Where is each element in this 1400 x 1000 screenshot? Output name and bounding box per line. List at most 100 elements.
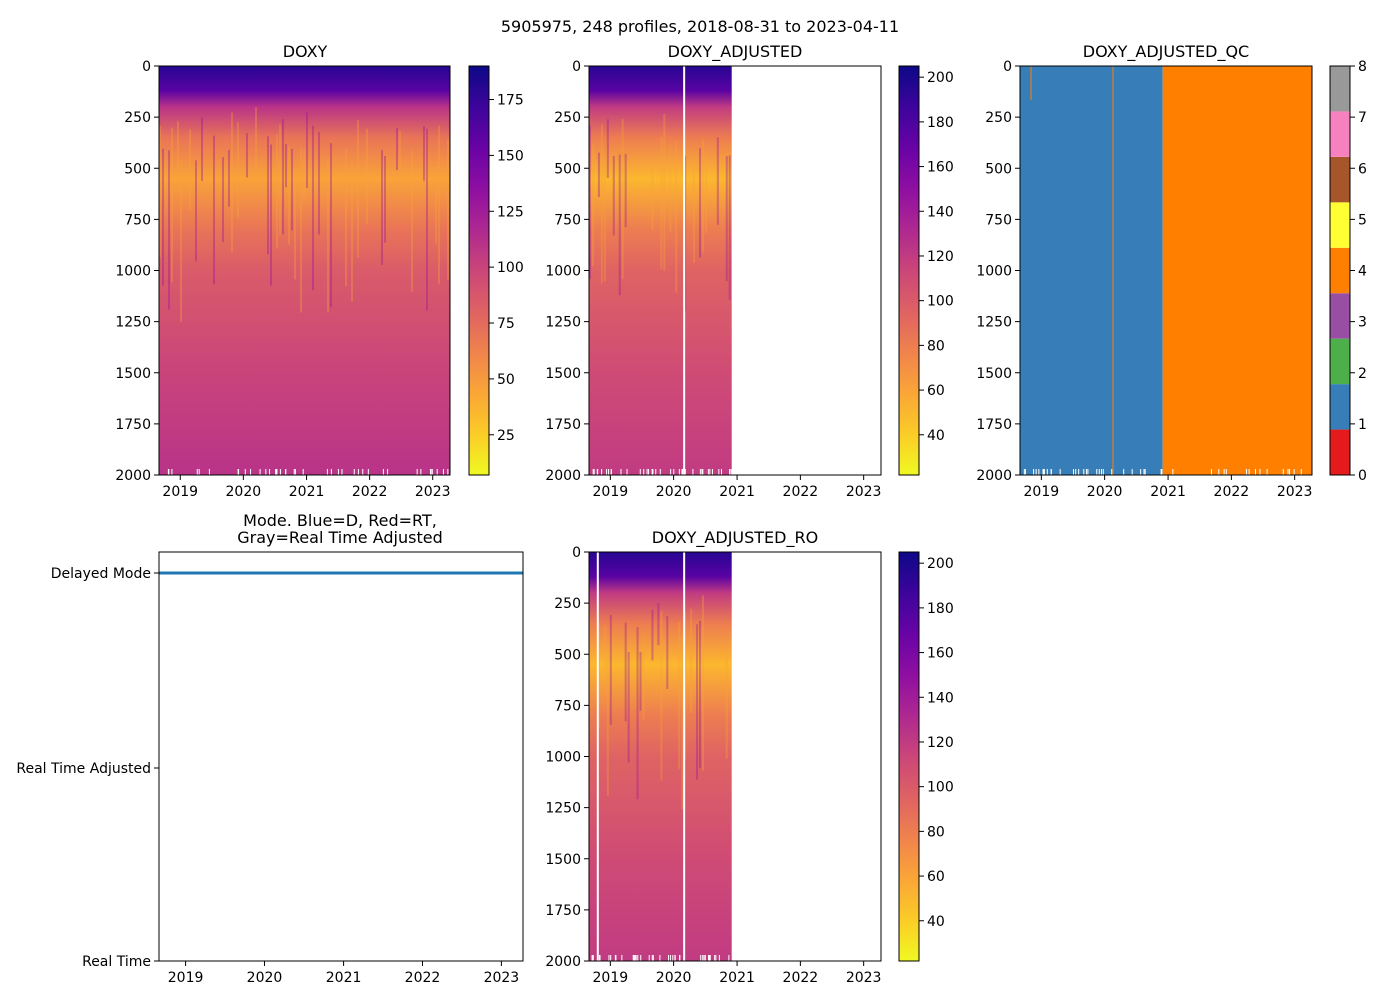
bottom-notch [681, 469, 683, 475]
bottom-notch [259, 469, 261, 475]
x-tick-label: 2023 [846, 484, 882, 500]
bottom-notch [276, 469, 278, 475]
bottom-notch [672, 955, 674, 961]
profile-stripe [291, 148, 293, 231]
profile-stripe [267, 136, 269, 255]
bottom-notch [1050, 469, 1052, 475]
x-tick-label: 2022 [783, 970, 819, 986]
bottom-notch [326, 469, 328, 475]
bottom-notch [250, 469, 252, 475]
colorbar-tick-label: 120 [927, 249, 954, 265]
bottom-notch [436, 469, 438, 475]
bottom-notch [701, 469, 703, 475]
bottom-notch [729, 469, 731, 475]
colorbar-tick-label: 150 [497, 148, 524, 164]
y-tick-label: 0 [572, 545, 581, 561]
x-axis-doxy-adjusted-ro: 2019 2020 2021 2022 2023 [593, 961, 881, 986]
bottom-notch [275, 469, 277, 475]
panel-mode: Mode. Blue=D, Red=RT, Gray=Real Time Adj… [16, 511, 524, 986]
x-tick-label: 2022 [1214, 484, 1250, 500]
bottom-notch [1043, 469, 1045, 475]
bottom-notch [715, 955, 717, 961]
profile-stripe [675, 140, 678, 293]
profile-stripe [279, 124, 281, 236]
bottom-notch [593, 469, 595, 475]
bottom-notch [637, 955, 639, 961]
x-axis-doxy-adjusted-qc: 2019 2020 2021 2022 2023 [1024, 475, 1312, 500]
y-tick-label: 1250 [545, 315, 581, 331]
colorbar-tick-label: 180 [927, 601, 954, 617]
colorbar-tick-label: 75 [497, 316, 515, 332]
profile-stripe [609, 615, 612, 725]
qc-colorbar-band [1330, 338, 1350, 385]
bottom-notch [293, 469, 295, 475]
bottom-notch [678, 469, 680, 475]
profile-stripe [621, 119, 624, 279]
bottom-notch [599, 955, 601, 961]
profile-stripe [627, 651, 630, 763]
bottom-notch [646, 469, 648, 475]
colorbar-tick-label: 40 [927, 428, 945, 444]
bottom-notch [1161, 469, 1163, 475]
colorbar-tick-label: 7 [1358, 110, 1367, 126]
y-tick-label: 250 [124, 110, 151, 126]
bottom-notch [1140, 469, 1142, 475]
bottom-notch [1172, 469, 1174, 475]
panel-title-doxy: DOXY [283, 42, 328, 61]
profile-stripe [704, 150, 707, 233]
y-tick-label: 250 [985, 110, 1012, 126]
profile-stripe [270, 144, 272, 286]
profile-stripe [663, 113, 666, 271]
figure-title: 5905975, 248 profiles, 2018-08-31 to 202… [501, 17, 899, 36]
bottom-notch [632, 955, 634, 961]
bottom-notch [237, 469, 239, 475]
qc-colorbar-band [1330, 429, 1350, 475]
panel-title-doxy-adjusted: DOXY_ADJUSTED [668, 42, 803, 62]
y-tick-label: 0 [572, 59, 581, 75]
y-tick-label: 1000 [976, 264, 1012, 280]
x-tick-label: 2019 [593, 970, 629, 986]
panel-doxy-adjusted-qc: DOXY_ADJUSTED_QC 02505007501000125015001… [976, 42, 1367, 500]
bottom-notch [635, 955, 637, 961]
profile-stripe [276, 134, 278, 249]
bottom-notch [674, 955, 676, 961]
bottom-notch [670, 469, 672, 475]
profile-stripe [603, 165, 606, 282]
bottom-notch [699, 469, 701, 475]
profile-stripe [669, 145, 672, 232]
profile-stripe [699, 620, 702, 768]
bottom-notch [1266, 469, 1268, 475]
bottom-notch [591, 955, 593, 961]
profile-stripe [639, 651, 642, 711]
y-tick-label: 750 [985, 212, 1012, 228]
bottom-notch [1035, 469, 1037, 475]
colorbar-tick-label: 80 [927, 824, 945, 840]
qc-colorbar-band [1330, 202, 1350, 248]
colorbar-doxy-adjusted: 40 60 80 100 120 140 160 180 200 [898, 65, 954, 476]
bottom-notch [330, 469, 332, 475]
profile-stripe [660, 611, 663, 781]
bottom-notch [592, 469, 594, 475]
y-tick-label: 1000 [545, 264, 581, 280]
data-gap [683, 552, 686, 961]
bottom-notch [285, 469, 287, 475]
profile-stripe [351, 163, 353, 302]
bottom-notch [1225, 469, 1227, 475]
bottom-notch [1160, 469, 1162, 475]
profile-stripe [678, 622, 681, 770]
profile-stripe [606, 646, 609, 797]
bottom-notch [640, 955, 642, 961]
x-tick-label: 2019 [162, 484, 198, 500]
heatmap-field [589, 552, 732, 961]
bottom-notch [1111, 469, 1113, 475]
bottom-notch [709, 955, 711, 961]
y-axis-doxy-adjusted-qc: 0 250 500 750 1000 1250 1500 1750 2000 [976, 59, 1020, 484]
profile-stripe [306, 112, 308, 188]
colorbar-doxy: 25 50 75 100 125 150 175 [468, 65, 524, 476]
colorbar-tick-label: 60 [927, 869, 945, 885]
profile-stripe [624, 153, 627, 228]
bottom-notch [1096, 469, 1098, 475]
bottom-notch [1059, 469, 1061, 475]
bottom-notch [302, 469, 304, 475]
bottom-notch [684, 469, 686, 475]
